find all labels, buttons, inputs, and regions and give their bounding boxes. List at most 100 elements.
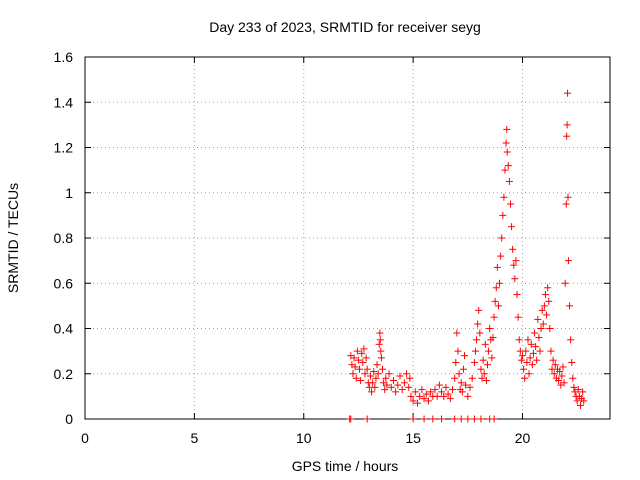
data-point: [579, 388, 587, 396]
data-point: [496, 279, 504, 287]
data-point: [556, 367, 564, 375]
data-point: [551, 361, 559, 369]
data-point: [537, 325, 545, 332]
data-point: [505, 177, 513, 185]
data-point: [354, 356, 362, 364]
data-point: [489, 334, 497, 342]
data-point: [370, 367, 378, 375]
data-point: [527, 340, 535, 348]
data-point: [470, 358, 478, 366]
y-tick-label: 0: [65, 411, 73, 427]
data-point: [504, 162, 512, 170]
data-point: [545, 297, 553, 305]
data-point: [563, 121, 571, 129]
y-tick-label: 0.8: [54, 230, 74, 246]
data-point: [464, 415, 472, 423]
data-point: [482, 377, 490, 385]
y-tick-label: 1.2: [54, 140, 74, 156]
data-point: [541, 291, 549, 299]
y-tick-label: 1: [65, 185, 73, 201]
grid: [85, 57, 610, 419]
data-point: [409, 397, 417, 405]
data-point: [526, 354, 534, 362]
data-point: [464, 392, 472, 400]
data-point: [420, 415, 428, 423]
data-point: [377, 354, 385, 362]
chart-title: Day 233 of 2023, SRMTID for receiver sey…: [209, 19, 481, 35]
data-point: [503, 148, 511, 156]
y-axis-label: SRMTID / TECUs: [5, 183, 21, 293]
data-point: [500, 193, 508, 201]
data-point: [533, 356, 541, 364]
data-point: [424, 397, 432, 405]
data-point: [479, 356, 487, 364]
data-point: [369, 379, 377, 387]
data-point: [372, 374, 380, 382]
data-point: [498, 234, 506, 242]
data-point: [414, 399, 421, 407]
data-point: [493, 263, 501, 271]
data-point: [488, 354, 496, 362]
data-point: [444, 390, 452, 398]
data-point: [534, 315, 542, 323]
data-point: [374, 370, 382, 378]
data-point: [509, 245, 517, 253]
data-point: [539, 320, 547, 328]
data-point: [429, 415, 437, 423]
data-point: [535, 334, 543, 342]
data-point: [560, 379, 568, 387]
y-tick-label: 0.4: [54, 321, 74, 337]
data-point: [531, 329, 539, 337]
data-point: [431, 386, 439, 394]
data-point: [490, 313, 498, 321]
data-point: [375, 340, 383, 348]
data-point: [564, 257, 572, 265]
data-point: [360, 345, 368, 353]
data-point: [458, 388, 466, 396]
data-point: [433, 392, 441, 400]
data-point: [570, 383, 578, 391]
data-point: [471, 347, 479, 355]
data-point: [409, 415, 417, 423]
data-point: [563, 132, 571, 140]
data-point: [506, 200, 514, 208]
data-point: [564, 89, 572, 97]
data-point: [547, 347, 555, 355]
data-point: [454, 347, 462, 355]
data-point: [564, 193, 572, 201]
data-points: [346, 89, 588, 423]
data-point: [568, 358, 576, 366]
data-point: [536, 347, 544, 355]
data-point: [453, 329, 461, 337]
data-point: [501, 166, 509, 174]
data-point: [435, 381, 443, 389]
data-point: [457, 415, 465, 423]
data-point: [573, 397, 581, 405]
data-point: [349, 370, 357, 378]
data-point: [532, 343, 540, 351]
data-point: [440, 392, 448, 400]
data-point: [403, 370, 411, 378]
data-point: [481, 340, 489, 348]
data-point: [480, 370, 488, 378]
data-point: [559, 363, 567, 371]
data-point: [462, 381, 470, 389]
data-point: [522, 347, 530, 355]
data-point: [529, 349, 537, 357]
data-point: [566, 302, 574, 310]
data-point: [520, 365, 528, 373]
data-point: [359, 358, 367, 366]
data-point: [503, 125, 511, 133]
y-tick-label: 1.4: [54, 94, 74, 110]
data-point: [442, 383, 450, 391]
data-point: [473, 336, 481, 344]
x-tick-label: 20: [515, 430, 531, 446]
data-point: [470, 415, 478, 423]
data-point: [449, 386, 456, 394]
data-point: [407, 392, 415, 400]
data-point: [549, 356, 557, 364]
data-point: [478, 374, 486, 382]
data-point: [513, 291, 521, 299]
data-point: [499, 211, 507, 219]
